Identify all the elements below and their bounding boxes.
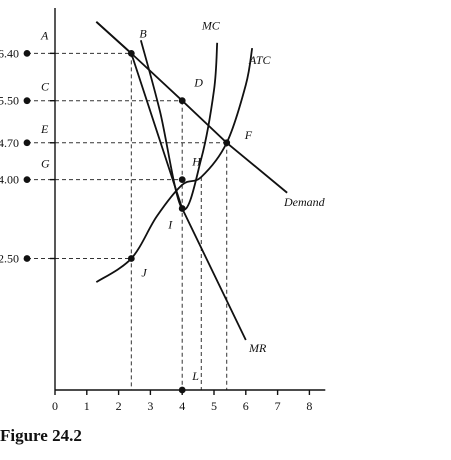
curves: [95, 21, 288, 341]
curve-label-mc: MC: [201, 19, 221, 33]
curve-label-demand: Demand: [283, 195, 326, 209]
x-tick-label-7: 7: [275, 399, 281, 413]
x-tick-label-6: 6: [243, 399, 249, 413]
point-b: [127, 49, 135, 57]
x-tick-label-0: 0: [52, 399, 58, 413]
point-i: [178, 205, 186, 212]
y-tick-dot-4.7: [23, 139, 31, 147]
axes: [23, 8, 326, 395]
labeled-points: A B C D E F G H I J L: [40, 26, 253, 394]
curve-label-mr: MR: [248, 341, 267, 355]
x-tick-label-4: 4: [179, 399, 185, 413]
point-label-h: H: [191, 155, 202, 169]
y-tick-dot-4: [23, 176, 31, 184]
y-tick-dot-5.5: [23, 97, 31, 105]
economics-chart: 0 1 2 3 4 5 6 7 8 $6.40 5.50 4.70 4.00 2.50 Demand MR M…: [0, 8, 326, 413]
y-tick-dot-6.4: [23, 49, 31, 57]
point-l: [178, 386, 186, 394]
point-h: [178, 176, 186, 184]
point-label-f: F: [244, 128, 253, 142]
point-label-i: I: [167, 218, 173, 232]
x-tick-label-8: 8: [306, 399, 312, 413]
y-tick-label-2.5: 2.50: [0, 252, 19, 266]
point-d: [178, 97, 186, 105]
x-tick-label-5: 5: [211, 399, 217, 413]
point-label-g: G: [41, 157, 50, 171]
y-tick-label-6.4: $6.40: [0, 46, 19, 60]
y-tick-label-4.7: 4.70: [0, 136, 19, 150]
x-tick-label-2: 2: [116, 399, 122, 413]
tick-labels: 0 1 2 3 4 5 6 7 8 $6.40 5.50 4.70 4.00 2.50: [0, 46, 312, 413]
y-tick-label-5.5: 5.50: [0, 94, 19, 108]
dashed-guide-lines: [27, 52, 228, 390]
curve-atc: [95, 47, 254, 283]
x-tick-label-1: 1: [84, 399, 90, 413]
curve-label-atc: ATC: [248, 53, 272, 67]
x-tick-label-3: 3: [147, 399, 153, 413]
point-label-c: C: [41, 80, 50, 94]
point-label-l: L: [191, 369, 199, 383]
point-label-d: D: [193, 76, 203, 90]
curve-mr: [95, 21, 247, 341]
y-tick-dot-2.5: [23, 255, 31, 262]
figure-caption: Figure 24.2: [0, 426, 82, 445]
point-label-j: J: [141, 266, 147, 280]
point-f: [223, 139, 231, 147]
point-label-a: A: [40, 28, 49, 42]
y-tick-label-4: 4.00: [0, 173, 19, 187]
curve-labels: Demand MR MC ATC: [201, 19, 326, 355]
point-j: [127, 255, 135, 262]
curve-mc: [139, 39, 219, 211]
point-label-e: E: [40, 122, 49, 136]
point-label-b: B: [139, 26, 147, 40]
